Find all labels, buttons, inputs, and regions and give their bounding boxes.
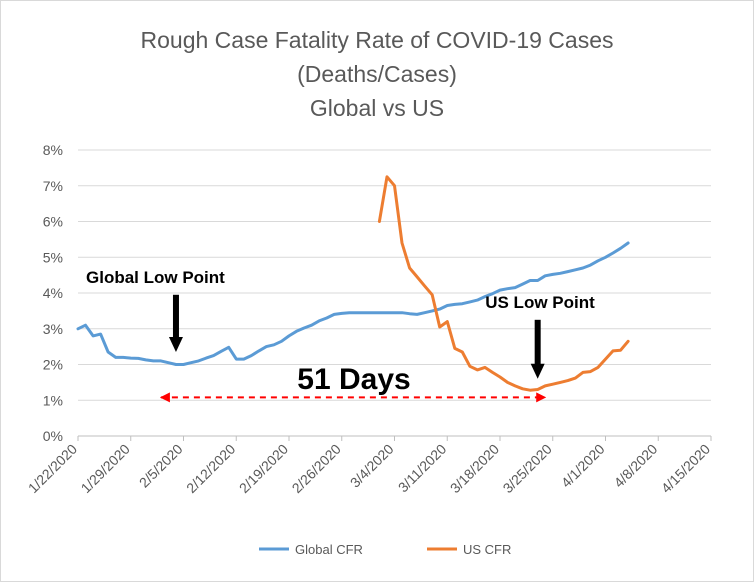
y-tick-label: 7% [43,178,63,194]
chart-title-line-3: Global vs US [310,95,444,121]
x-tick-label: 3/11/2020 [395,441,450,496]
annotation-arrowhead-0 [168,336,183,352]
annotation-label-1: US Low Point [485,293,595,312]
x-tick-label: 4/1/2020 [558,441,608,491]
series-lines [76,175,630,392]
x-tick-label: 1/29/2020 [78,441,134,497]
x-tick-label: 3/4/2020 [347,441,397,491]
y-tick-label: 6% [43,214,63,230]
x-tick-label: 2/19/2020 [236,441,292,497]
annotation-arrow-shaft-0 [172,294,179,338]
y-tick-label: 5% [43,249,63,265]
x-tick-label: 3/25/2020 [500,441,556,497]
x-tick-label: 2/12/2020 [183,441,239,497]
series-line-us-cfr [377,175,630,392]
x-tick-label: 1/22/2020 [25,441,81,497]
series-line-global-cfr [76,241,630,366]
chart-title: Rough Case Fatality Rate of COVID-19 Cas… [141,27,614,121]
y-tick-label: 2% [43,357,63,373]
legend-label: US CFR [463,542,511,557]
annotation-arrowhead-1 [530,363,545,379]
legend: Global CFR US CFR [259,542,511,557]
annotation-label-2: 51 Days [297,363,410,396]
x-tick-label: 4/8/2020 [611,441,661,491]
y-tick-label: 3% [43,321,63,337]
x-tick-label: 2/26/2020 [289,441,345,497]
chart-title-line-1: Rough Case Fatality Rate of COVID-19 Cas… [141,27,614,53]
x-tick-label: 4/15/2020 [658,441,714,497]
y-tick-label: 0% [43,428,63,444]
chart-title-line-2: (Deaths/Cases) [297,61,457,87]
annotation-label-0: Global Low Point [86,268,225,287]
y-tick-label: 8% [43,142,63,158]
x-tick-label: 3/18/2020 [447,441,503,497]
annotation-arrow-shaft-1 [534,319,541,365]
legend-label: Global CFR [295,542,363,557]
y-tick-label: 4% [43,285,63,301]
x-tick-label: 2/5/2020 [136,441,186,491]
y-axis-tick-labels: 0% 1% 2% 3% 4% 5% 6% 7% 8% [43,142,63,444]
annotations: Global Low Point US Low Point 51 Days [86,268,595,403]
y-tick-label: 1% [43,392,63,408]
